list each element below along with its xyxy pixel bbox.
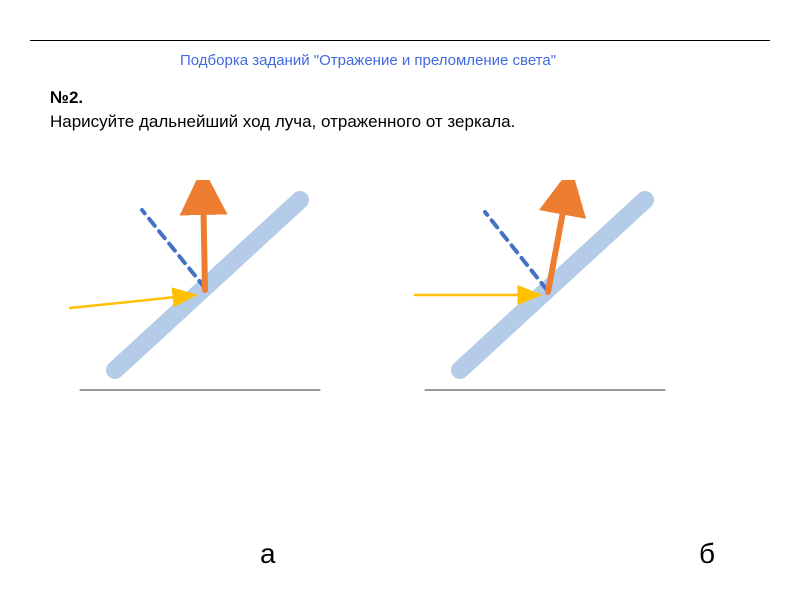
diagram-container: а б bbox=[0, 180, 800, 580]
task-description: Нарисуйте дальнейший ход луча, отраженно… bbox=[50, 112, 515, 132]
diagram-label-a: а bbox=[260, 538, 276, 570]
collection-subtitle: Подборка заданий "Отражение и преломлени… bbox=[180, 52, 556, 69]
top-divider bbox=[30, 40, 770, 41]
task-number: №2. bbox=[50, 88, 83, 108]
diagram-label-b: б bbox=[699, 538, 715, 570]
optics-diagram bbox=[0, 180, 800, 480]
